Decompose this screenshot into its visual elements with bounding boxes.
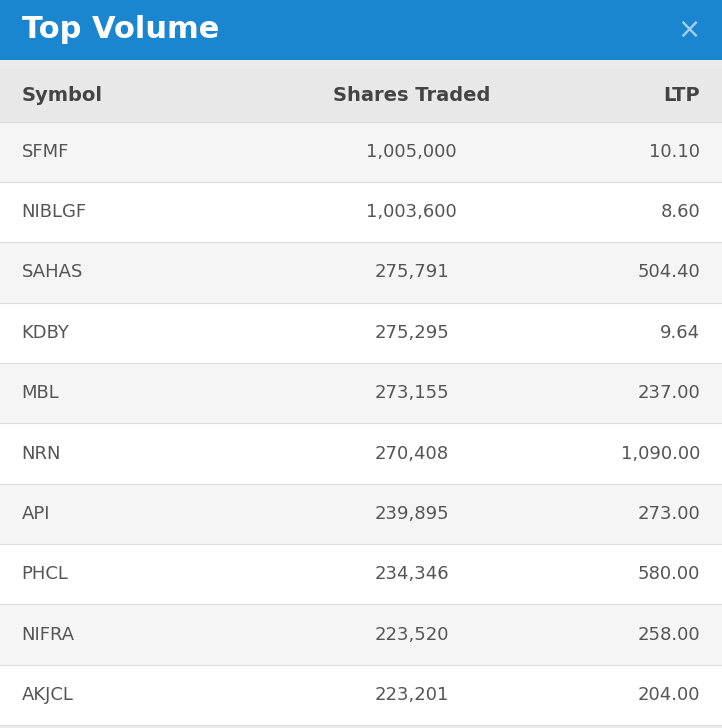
Text: MBL: MBL [22,384,59,402]
Text: 204.00: 204.00 [638,686,700,704]
FancyBboxPatch shape [0,242,722,303]
Text: 8.60: 8.60 [661,203,700,221]
FancyBboxPatch shape [0,363,722,423]
Text: API: API [22,505,50,523]
Text: NIBLGF: NIBLGF [22,203,87,221]
Text: SFMF: SFMF [22,143,69,161]
Text: SAHAS: SAHAS [22,264,83,282]
Text: 504.40: 504.40 [638,264,700,282]
Text: PHCL: PHCL [22,565,69,583]
FancyBboxPatch shape [0,483,722,544]
Text: KDBY: KDBY [22,324,69,342]
Text: 1,090.00: 1,090.00 [621,445,700,462]
Text: Top Volume: Top Volume [22,15,219,44]
Text: 273,155: 273,155 [374,384,449,402]
Text: LTP: LTP [664,86,700,105]
Text: 275,791: 275,791 [374,264,449,282]
FancyBboxPatch shape [0,303,722,363]
Text: 239,895: 239,895 [374,505,449,523]
Text: 10.10: 10.10 [649,143,700,161]
FancyBboxPatch shape [0,60,722,69]
Text: AKJCL: AKJCL [22,686,74,704]
Text: NRN: NRN [22,445,61,462]
Text: 234,346: 234,346 [374,565,449,583]
FancyBboxPatch shape [0,604,722,665]
FancyBboxPatch shape [0,0,722,60]
Text: 237.00: 237.00 [638,384,700,402]
FancyBboxPatch shape [0,665,722,725]
FancyBboxPatch shape [0,69,722,122]
Text: 223,201: 223,201 [374,686,449,704]
Text: 1,003,600: 1,003,600 [366,203,457,221]
Text: Shares Traded: Shares Traded [333,86,490,105]
Text: NIFRA: NIFRA [22,625,75,644]
Text: 273.00: 273.00 [638,505,700,523]
FancyBboxPatch shape [0,423,722,483]
Text: 258.00: 258.00 [638,625,700,644]
Text: 9.64: 9.64 [660,324,700,342]
Text: 1,005,000: 1,005,000 [366,143,457,161]
Text: 223,520: 223,520 [374,625,449,644]
Text: 270,408: 270,408 [375,445,448,462]
Text: 275,295: 275,295 [374,324,449,342]
FancyBboxPatch shape [0,544,722,604]
Text: 580.00: 580.00 [638,565,700,583]
Text: ×: × [677,16,700,44]
FancyBboxPatch shape [0,122,722,182]
Text: Symbol: Symbol [22,86,103,105]
FancyBboxPatch shape [0,182,722,242]
